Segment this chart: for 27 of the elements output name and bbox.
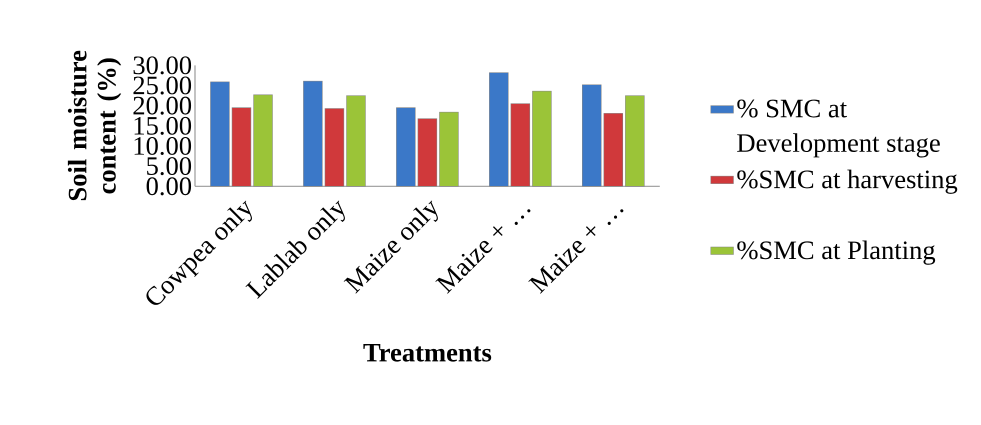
y-tick-label: 0.00 — [146, 177, 192, 196]
y-tick-label: 10.00 — [134, 136, 192, 155]
bar — [489, 72, 509, 187]
y-tick-label: 20.00 — [133, 96, 192, 115]
bar — [439, 112, 459, 187]
bar — [210, 82, 230, 187]
y-tick-label: 30.00 — [134, 56, 192, 74]
bar — [346, 95, 366, 187]
legend-label: % SMC at Development stage — [737, 99, 940, 158]
bar — [396, 107, 416, 187]
bar — [232, 107, 252, 187]
y-tick-label: 5.00 — [147, 157, 192, 176]
bar — [582, 84, 602, 187]
x-axis-title: Treatments — [363, 344, 492, 362]
y-tick-label: 15.00 — [134, 116, 192, 135]
bar — [510, 103, 530, 187]
bar — [303, 80, 323, 187]
y-axis-title: Soil moisture content (%) — [68, 50, 122, 200]
bar — [532, 90, 552, 187]
legend-label: %SMC at Planting — [737, 240, 936, 265]
legend-label: %SMC at harvesting — [737, 170, 958, 194]
bar — [625, 95, 645, 187]
bar — [418, 118, 438, 187]
bar — [324, 108, 344, 187]
bar — [604, 113, 624, 187]
bar — [253, 94, 273, 187]
y-tick-label: 25.00 — [133, 76, 192, 94]
